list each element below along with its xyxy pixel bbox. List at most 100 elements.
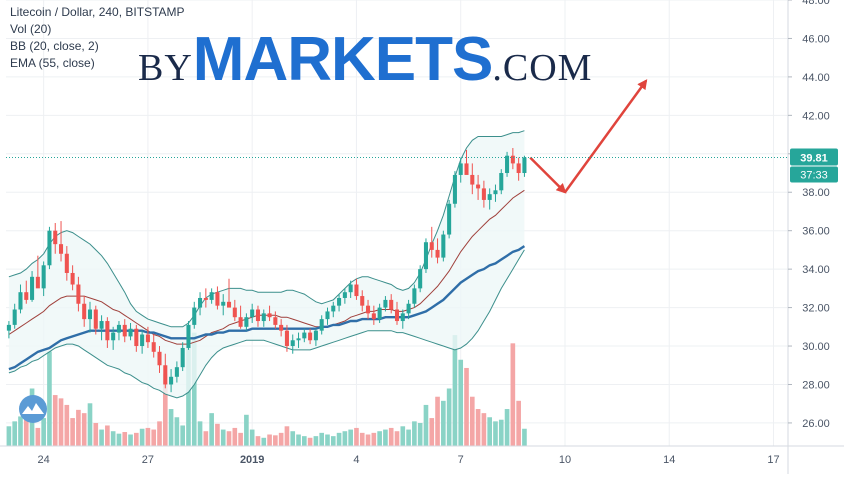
volume-bar — [429, 418, 435, 446]
y-tick-label: 38.00 — [802, 187, 830, 199]
candle-body — [505, 155, 510, 174]
last-price-box — [790, 148, 838, 166]
x-tick-label: 27 — [142, 454, 154, 466]
candle-body — [145, 334, 150, 343]
candle-body — [342, 292, 347, 298]
volume-bar — [302, 436, 307, 446]
candle-body — [371, 313, 376, 320]
candle-body — [261, 313, 266, 322]
volume-bar — [116, 433, 122, 446]
candle-body — [284, 330, 289, 347]
legend-symbol: Litecoin / Dollar, 240, BITSTAMP — [10, 5, 185, 19]
candle-body — [325, 311, 330, 320]
x-tick-label: 14 — [663, 454, 675, 466]
candle-body — [238, 317, 243, 327]
volume-bar — [412, 421, 417, 446]
y-tick-label: 36.00 — [802, 226, 830, 238]
volume-bar — [157, 421, 162, 446]
y-tick-label: 32.00 — [802, 303, 830, 315]
chart-legend: Litecoin / Dollar, 240, BITSTAMP Vol (20… — [10, 4, 185, 72]
candle-body — [105, 321, 110, 341]
volume-bar — [168, 409, 174, 446]
volume-bar — [220, 429, 226, 446]
volume-bar — [423, 404, 429, 446]
candle-body — [221, 301, 226, 306]
volume-bar — [261, 437, 267, 446]
volume-bar — [377, 431, 382, 446]
legend-ema: EMA (55, close) — [10, 56, 95, 70]
volume-bar — [18, 416, 23, 446]
volume-bar — [504, 409, 510, 446]
volume-bars — [6, 332, 527, 446]
x-tick-label: 4 — [353, 454, 359, 466]
bb-upper-line — [8, 130, 525, 328]
volume-bar — [47, 351, 52, 446]
volume-bar — [99, 429, 104, 446]
candle-body — [354, 284, 359, 297]
candle-body — [360, 296, 365, 306]
volume-bar — [249, 429, 255, 446]
volume-bar — [162, 373, 168, 446]
candle-body — [30, 276, 35, 300]
forecast-arrow-down — [529, 156, 567, 194]
candle-body — [377, 307, 382, 320]
candle-body — [510, 155, 515, 164]
volume-bar — [290, 431, 296, 446]
volume-bar — [383, 429, 388, 446]
volume-bar — [180, 425, 185, 446]
candle-body — [458, 163, 463, 175]
candle-body — [122, 324, 127, 337]
candle-body — [226, 301, 232, 308]
last-price-label: 39.81 — [800, 152, 828, 164]
volume-bar — [215, 423, 220, 446]
candle-body — [435, 249, 440, 258]
volume-bar — [307, 437, 313, 446]
volume-bar — [197, 421, 203, 446]
candle-body — [481, 188, 486, 200]
volume-bar — [342, 431, 348, 446]
volume-bar — [267, 434, 272, 446]
volume-bar — [464, 367, 469, 446]
candle-body — [470, 174, 475, 185]
candle-body — [244, 317, 249, 327]
candle-body — [383, 299, 388, 308]
volume-bar — [134, 432, 139, 446]
volume-bar — [226, 431, 232, 446]
candle-body — [255, 309, 261, 322]
y-tick-label: 26.00 — [802, 418, 830, 430]
candle-body — [128, 328, 133, 337]
candle-body — [82, 303, 87, 320]
volume-bar — [151, 429, 157, 446]
watermark-prefix: BY — [138, 47, 193, 89]
candle-body — [151, 342, 156, 352]
candle-body — [18, 292, 23, 310]
volume-bar — [498, 419, 504, 446]
volume-bar — [35, 427, 41, 446]
volume-bar — [348, 429, 353, 446]
candle-body — [186, 324, 191, 348]
volume-bar — [41, 418, 46, 446]
candle-body — [423, 242, 428, 270]
candle-body — [87, 309, 93, 320]
volume-bar — [313, 436, 319, 446]
candle-body — [174, 367, 179, 377]
volume-bar — [400, 426, 406, 446]
volume-bar — [12, 421, 18, 446]
volume-bar — [319, 432, 325, 446]
candle-body — [493, 190, 498, 195]
volume-bar — [128, 434, 133, 446]
candle-body — [279, 324, 284, 331]
candle-body — [53, 230, 58, 245]
volume-bar — [359, 432, 365, 446]
candle-body — [389, 299, 394, 310]
tradingview-logo-icon — [19, 395, 47, 423]
volume-bar — [6, 426, 12, 446]
countdown-box — [790, 166, 838, 183]
volume-bar — [87, 403, 93, 446]
volume-bar — [330, 436, 336, 446]
candle-body — [273, 317, 278, 325]
candle-body — [6, 324, 11, 331]
candle-body — [215, 292, 220, 306]
candle-body — [476, 184, 481, 189]
volume-bar — [70, 418, 75, 446]
